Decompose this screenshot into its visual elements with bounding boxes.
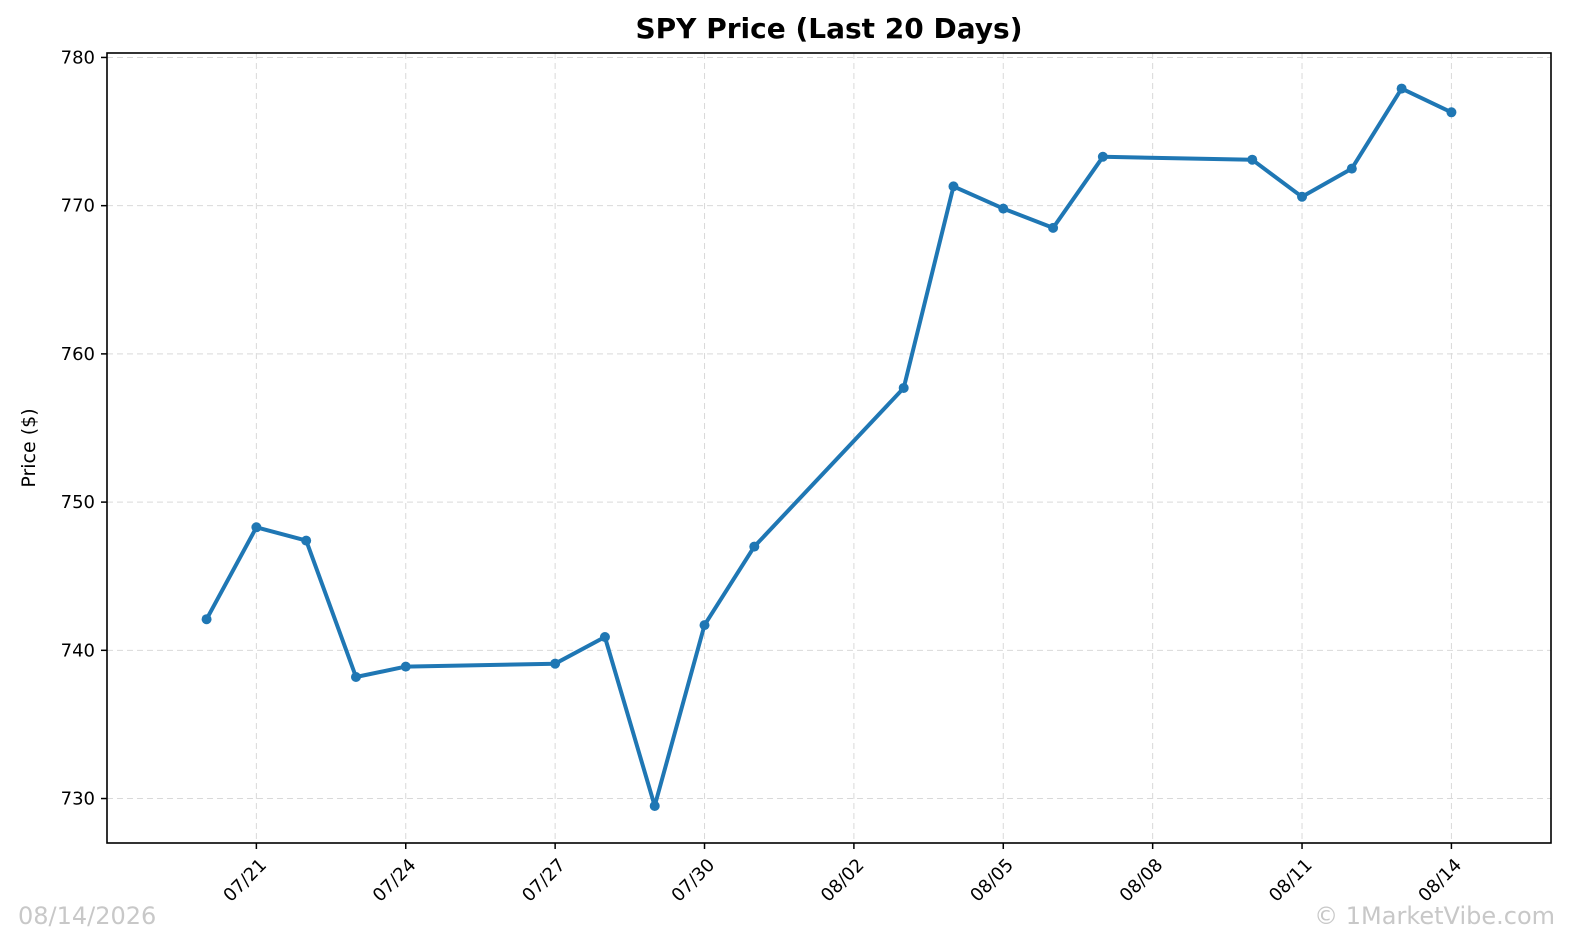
data-point [1297, 191, 1308, 202]
data-point [251, 522, 262, 533]
y-tick-label: 750 [61, 492, 95, 513]
x-tick-label: 08/02 [817, 855, 869, 907]
data-point [301, 535, 312, 546]
date-watermark: 08/14/2026 [18, 902, 156, 930]
x-tick-label: 07/21 [219, 855, 271, 907]
y-axis-label: Price ($) [18, 408, 40, 487]
data-point [400, 661, 411, 672]
x-axis: 07/21 07/24 07/27 07/30 08/02 08/05 08/08 08/11… [219, 843, 1466, 906]
copyright-watermark: © 1MarketVibe.com [1314, 902, 1555, 930]
x-tick-label: 08/08 [1116, 855, 1168, 907]
x-tick-label: 08/05 [966, 855, 1018, 907]
data-point [350, 671, 361, 682]
y-axis: 730 740 750 760 770 780 [61, 47, 107, 810]
y-tick-label: 740 [61, 640, 95, 661]
data-point [699, 620, 710, 631]
chart-title: SPY Price (Last 20 Days) [635, 12, 1022, 45]
data-point [1446, 107, 1457, 118]
y-tick-label: 760 [61, 344, 95, 365]
x-tick-label: 07/30 [668, 855, 720, 907]
y-tick-label: 730 [61, 789, 95, 810]
data-point [1097, 151, 1108, 162]
data-point [649, 800, 660, 811]
x-tick-label: 08/14 [1414, 855, 1466, 907]
x-tick-label: 08/11 [1265, 855, 1317, 907]
data-point [550, 658, 561, 669]
y-tick-label: 780 [61, 47, 95, 68]
plot-frame [106, 52, 1552, 844]
data-point [749, 541, 760, 552]
data-point [1048, 222, 1059, 233]
series-group [201, 83, 1457, 811]
x-tick-label: 07/24 [369, 855, 421, 907]
data-point [599, 631, 610, 642]
data-point [948, 181, 959, 192]
data-point [201, 614, 212, 625]
data-point [1247, 154, 1258, 165]
y-tick-label: 770 [61, 196, 95, 217]
data-point [1396, 83, 1407, 94]
x-tick-label: 07/27 [518, 855, 570, 907]
data-point [998, 203, 1009, 214]
grid [107, 53, 1551, 843]
data-point [898, 382, 909, 393]
data-point [1346, 163, 1357, 174]
series-line [204, 86, 1454, 808]
